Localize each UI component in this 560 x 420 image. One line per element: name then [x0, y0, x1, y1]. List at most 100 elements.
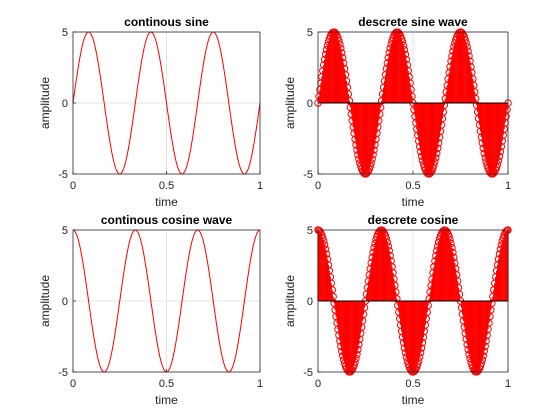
x-tick-label: 0 [315, 180, 321, 192]
stem-marker [458, 29, 467, 37]
stem-marker [370, 146, 378, 154]
x-tick-label: 1 [505, 378, 511, 390]
x-tick-label: 0 [70, 180, 76, 192]
stem-marker [496, 147, 505, 156]
y-tick-label: -5 [58, 169, 68, 181]
stem-marker [482, 337, 490, 345]
stem-marker [397, 35, 406, 43]
y-tick-label: 5 [62, 27, 68, 39]
stem-marker [415, 353, 424, 361]
stem-marker [382, 235, 391, 243]
stem-marker [432, 154, 440, 162]
stem-marker [381, 232, 390, 240]
stem-marker [336, 40, 344, 48]
stem-marker [399, 41, 408, 50]
y-tick-label: 0 [307, 296, 313, 308]
stem-series [314, 28, 512, 178]
stem-marker [479, 352, 487, 360]
stem-marker [354, 345, 362, 354]
stem-marker [448, 244, 456, 252]
stem-marker [350, 361, 358, 369]
stem-marker [463, 43, 471, 51]
stem-marker [418, 339, 427, 347]
stem-marker [493, 160, 502, 168]
x-tick-label: 1 [505, 180, 511, 192]
x-tick-label: 0.5 [159, 180, 174, 192]
x-tick-label: 0 [315, 378, 321, 390]
y-tick-label: 0 [62, 296, 68, 308]
stem-marker [387, 257, 395, 265]
stem-marker [431, 158, 439, 166]
stem-marker [363, 169, 372, 177]
stem-marker [417, 344, 426, 352]
y-axis-label: amplitude [38, 77, 52, 129]
stem-marker [411, 367, 419, 375]
stem-marker [481, 342, 489, 350]
stem-marker [323, 255, 332, 263]
stem-marker [497, 142, 506, 151]
stem-marker [322, 250, 331, 258]
x-tick-label: 0.5 [159, 378, 174, 390]
stem-marker [400, 46, 409, 54]
stem-marker [495, 152, 504, 160]
stem-marker [433, 149, 441, 157]
stem-marker [339, 54, 347, 62]
stem-marker [461, 36, 469, 44]
stem-marker [369, 151, 377, 159]
chart-title: descrete cosine [368, 213, 459, 227]
stem-marker [339, 59, 348, 67]
stem-marker [450, 253, 458, 262]
stem-marker [415, 357, 423, 365]
stem-marker [366, 162, 374, 170]
stem-marker [320, 237, 328, 245]
stem-marker [398, 38, 407, 46]
stem-marker [368, 155, 376, 163]
y-tick-label: -5 [303, 169, 313, 181]
stem-marker [445, 233, 453, 241]
y-axis-label: amplitude [38, 275, 52, 327]
stem-marker [386, 252, 394, 260]
stem-marker [384, 242, 392, 250]
stem-marker [429, 164, 437, 172]
x-axis-label: time [402, 393, 425, 407]
y-tick-label: -5 [303, 367, 313, 379]
stem-marker [334, 34, 342, 42]
stem-marker [477, 359, 486, 367]
stem-marker [492, 163, 501, 171]
stem-marker [367, 159, 375, 167]
stem-marker [316, 227, 324, 235]
x-tick-label: 1 [257, 180, 263, 192]
stem-marker [335, 37, 343, 45]
x-axis-label: time [155, 393, 178, 407]
stem-marker [338, 49, 346, 57]
stem-marker [449, 248, 457, 257]
x-tick-label: 0.5 [405, 180, 420, 192]
x-axis-label: time [402, 195, 425, 209]
stem-marker [430, 161, 438, 169]
y-tick-label: 5 [62, 225, 68, 237]
x-tick-label: 0 [70, 378, 76, 390]
chart-title: descrete sine wave [358, 15, 468, 29]
stem-marker [352, 354, 360, 363]
stem-marker [337, 44, 345, 52]
stem-marker [416, 349, 425, 357]
stem-marker [494, 156, 503, 165]
stem-marker [321, 245, 330, 253]
stem-marker [353, 350, 361, 358]
stem-marker [446, 236, 454, 244]
stem-marker [434, 139, 443, 147]
stem-marker [414, 360, 422, 368]
y-tick-label: 0 [307, 98, 313, 110]
stem-marker [480, 347, 488, 355]
x-axis-label: time [155, 195, 178, 209]
y-tick-label: 5 [307, 225, 313, 237]
y-axis-label: amplitude [283, 77, 297, 129]
stem-marker [385, 247, 393, 255]
stem-marker [476, 362, 485, 370]
stem-marker [401, 50, 410, 59]
